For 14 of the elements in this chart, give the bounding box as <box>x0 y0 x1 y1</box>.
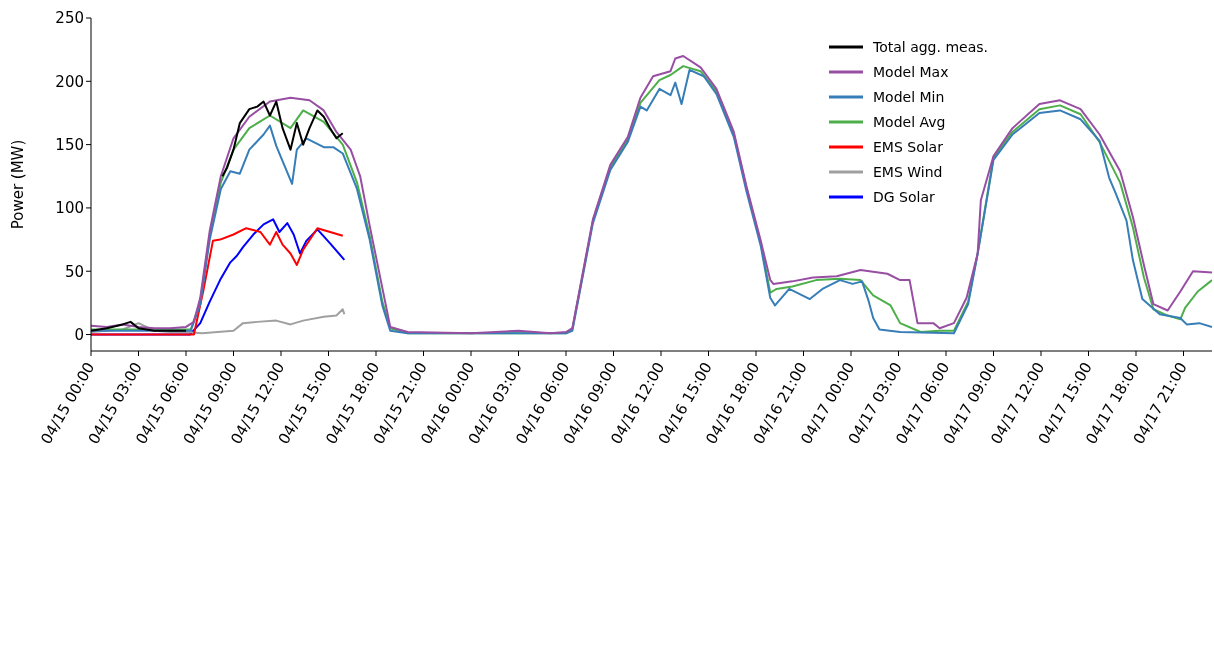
legend-label: Model Min <box>873 88 945 105</box>
legend-label: EMS Solar <box>873 138 943 155</box>
legend-label: EMS Wind <box>873 163 943 180</box>
y-tick-label: 50 <box>64 262 84 281</box>
legend-label: Total agg. meas. <box>873 38 988 55</box>
y-axis-title: Power (MW) <box>9 139 28 230</box>
y-tick-label: 0 <box>74 325 84 344</box>
legend-label: DG Solar <box>873 188 935 205</box>
y-tick-label: 150 <box>55 135 84 154</box>
legend-label: Model Avg <box>873 113 946 130</box>
y-tick-label: 100 <box>55 199 84 218</box>
y-tick-label: 250 <box>55 9 84 28</box>
legend-label: Model Max <box>873 63 949 80</box>
y-tick-label: 200 <box>55 72 84 91</box>
